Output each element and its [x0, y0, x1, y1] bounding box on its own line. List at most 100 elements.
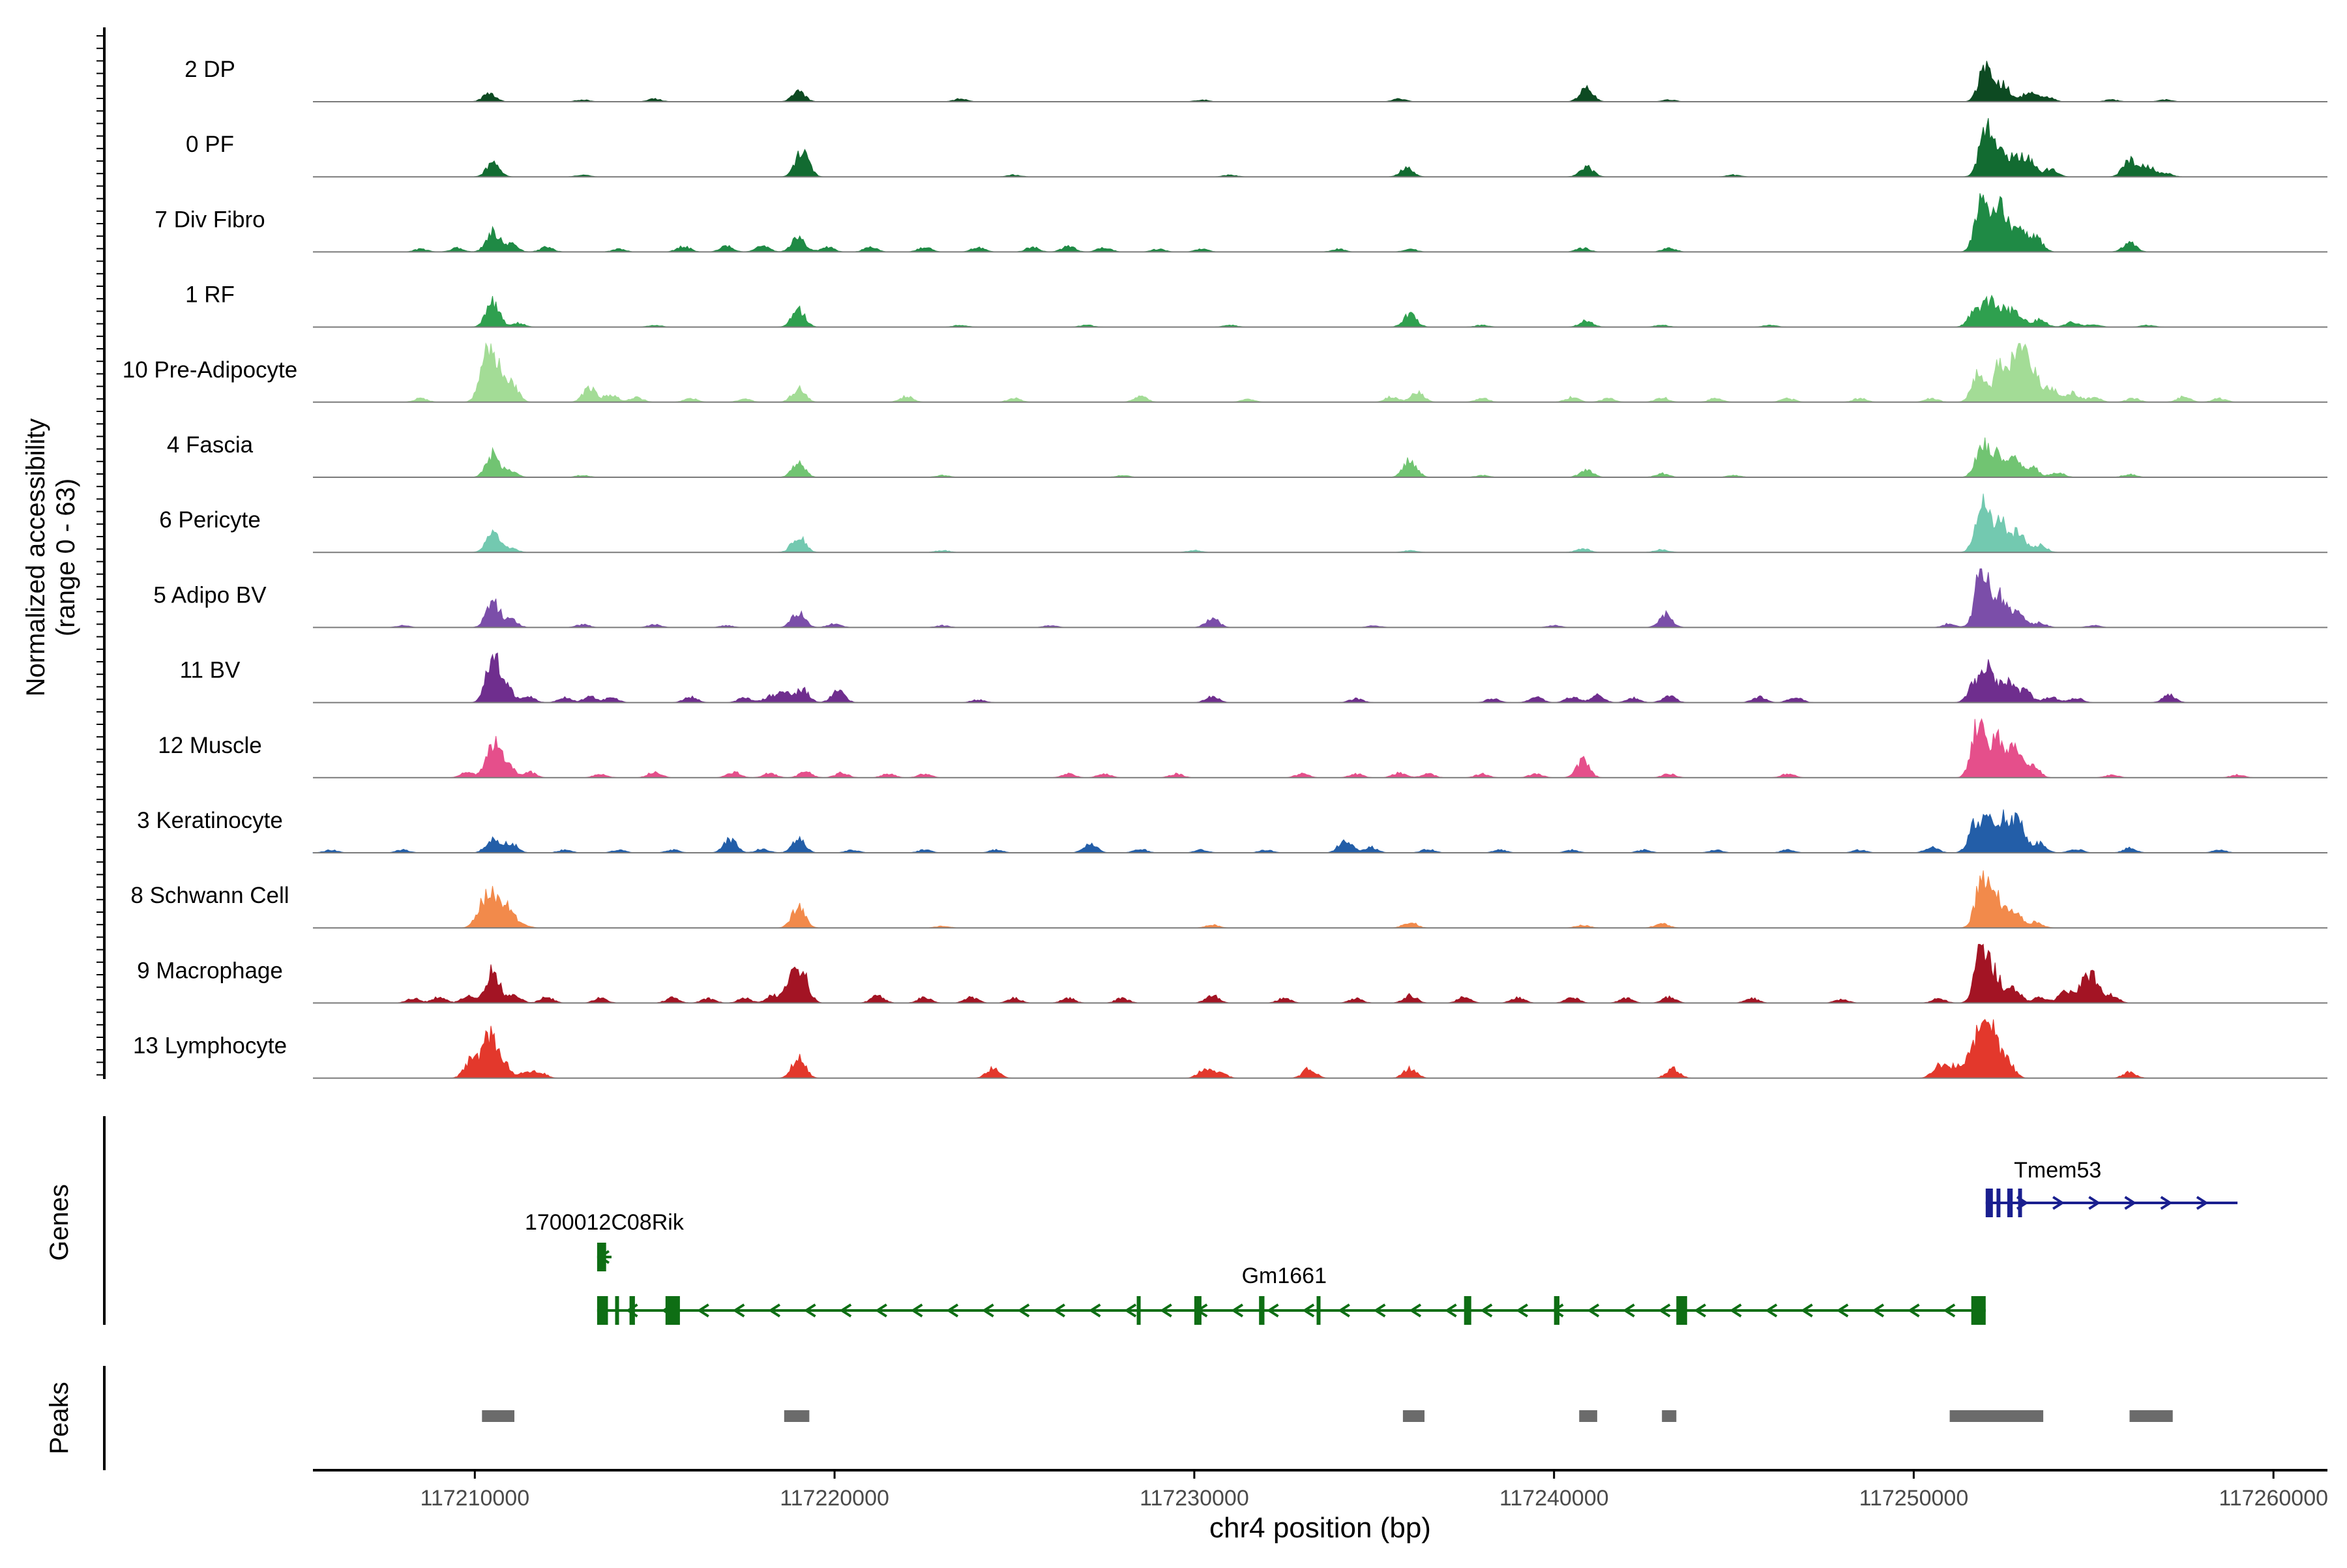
coverage-area [313, 437, 2327, 478]
strand-arrow [1801, 1303, 1813, 1318]
strand-arrow [1943, 1303, 1956, 1318]
track-label: 3 Keratinocyte [137, 808, 283, 833]
peak-region [1579, 1410, 1597, 1422]
gene-label: Tmem53 [2014, 1158, 2101, 1183]
x-axis: chr4 position (bp) 117210000 117220000 117… [313, 1469, 2328, 1544]
track-9-macrophage: 9 Macrophage [137, 943, 2327, 1004]
strand-arrow [1587, 1303, 1600, 1318]
track-10-pre-adipocyte: 10 Pre-Adipocyte [123, 342, 2327, 403]
track-label: 1 RF [185, 282, 235, 308]
strand-arrow [1694, 1303, 1706, 1318]
x-tick-label: 117250000 [1859, 1486, 1969, 1511]
exon [1259, 1296, 1265, 1325]
track-label: 12 Muscle [158, 733, 262, 758]
exon [1679, 1296, 1687, 1325]
strand-arrow [1231, 1303, 1244, 1318]
strand-arrow [1302, 1303, 1315, 1318]
y-axis-ticks [96, 27, 106, 1079]
coverage-area [313, 494, 2327, 553]
track-4-fascia: 4 Fascia [167, 432, 2327, 478]
track-2-dp: 2 DP [185, 57, 2327, 102]
strand-arrow [1551, 1303, 1564, 1318]
exon [1996, 1189, 2001, 1217]
gene-tmem53: Tmem53 [1985, 1158, 2238, 1217]
track-label: 13 Lymphocyte [133, 1033, 287, 1059]
exon [1554, 1296, 1559, 1325]
strand-arrow [732, 1303, 745, 1318]
strand-arrow [981, 1303, 994, 1318]
exon [597, 1243, 606, 1271]
strand-arrow [1124, 1303, 1137, 1318]
strand-arrow [768, 1303, 781, 1318]
coverage-area [313, 870, 2327, 928]
coverage-tracks: 2 DP 0 PF 7 Div Fibro 1 RF 10 Pre-Adipocyte 4… [123, 57, 2327, 1079]
track-3-keratinocyte: 3 Keratinocyte [137, 808, 2327, 853]
x-axis-title: chr4 position (bp) [1209, 1512, 1431, 1544]
exon [1136, 1296, 1141, 1325]
gene-1700012c08rik: 1700012C08Rik [525, 1210, 685, 1271]
strand-arrow [1729, 1303, 1742, 1318]
strand-arrow [2052, 1196, 2065, 1210]
strand-arrow [1266, 1303, 1279, 1318]
track-13-lymphocyte: 13 Lymphocyte [133, 1018, 2327, 1079]
track-0-pf: 0 PF [186, 118, 2327, 178]
strand-arrow [2160, 1196, 2173, 1210]
strand-arrow [839, 1303, 852, 1318]
exon [2007, 1189, 2013, 1217]
strand-arrow [1444, 1303, 1457, 1318]
exon [665, 1296, 680, 1325]
strand-arrow [1872, 1303, 1885, 1318]
coverage-area [313, 943, 2327, 1003]
track-6-pericyte: 6 Pericyte [159, 494, 2327, 554]
track-label: 7 Div Fibro [155, 207, 265, 232]
strand-arrow [1160, 1303, 1172, 1318]
strand-arrow [1836, 1303, 1849, 1318]
strand-arrow [1338, 1303, 1350, 1318]
track-label: 8 Schwann Cell [130, 883, 289, 908]
exon [1316, 1296, 1321, 1325]
strand-arrow [2196, 1196, 2209, 1210]
exon [597, 1296, 608, 1325]
coverage-area [313, 1018, 2327, 1079]
strand-arrow [875, 1303, 887, 1318]
strand-arrow [1516, 1303, 1528, 1318]
exon [1676, 1296, 1681, 1325]
coverage-area [313, 193, 2327, 252]
exon [615, 1296, 619, 1325]
track-11-bv: 11 BV [180, 652, 2327, 703]
peak-region [1402, 1410, 1424, 1422]
y-axis-title: Normalized accessibility (range 0 - 63) [22, 419, 80, 697]
coverage-area [313, 61, 2327, 102]
exon [2018, 1189, 2022, 1217]
strand-arrow [910, 1303, 923, 1318]
strand-arrow [1907, 1303, 1920, 1318]
coverage-area [312, 809, 2327, 853]
strand-arrow [1480, 1303, 1493, 1318]
track-5-adipo-bv: 5 Adipo BV [153, 568, 2327, 629]
gene-gm1661: Gm1661 [597, 1264, 1986, 1325]
strand-arrow [946, 1303, 959, 1318]
x-tick-label: 117220000 [780, 1486, 889, 1511]
coverage-area [313, 718, 2327, 778]
x-tick-label: 117240000 [1499, 1486, 1609, 1511]
x-tick-label: 117210000 [420, 1486, 529, 1511]
y-axis-title-line1: Normalized accessibility [22, 419, 50, 697]
coverage-area [313, 568, 2327, 628]
track-label: 11 BV [180, 658, 241, 683]
track-12-muscle: 12 Muscle [158, 718, 2327, 778]
coverage-area [313, 118, 2327, 177]
track-label: 5 Adipo BV [153, 582, 267, 608]
track-label: 9 Macrophage [137, 958, 283, 983]
peaks-panel-label: Peaks [45, 1382, 74, 1454]
track-label: 6 Pericyte [159, 507, 261, 533]
y-axis-title-line2: (range 0 - 63) [52, 479, 80, 636]
strand-arrow [803, 1303, 816, 1318]
track-8-schwann-cell: 8 Schwann Cell [130, 870, 2327, 929]
strand-arrow [2088, 1196, 2101, 1210]
exon [1971, 1296, 1986, 1325]
coverage-area [313, 652, 2327, 703]
track-label: 4 Fascia [167, 432, 254, 458]
exon [629, 1296, 635, 1325]
